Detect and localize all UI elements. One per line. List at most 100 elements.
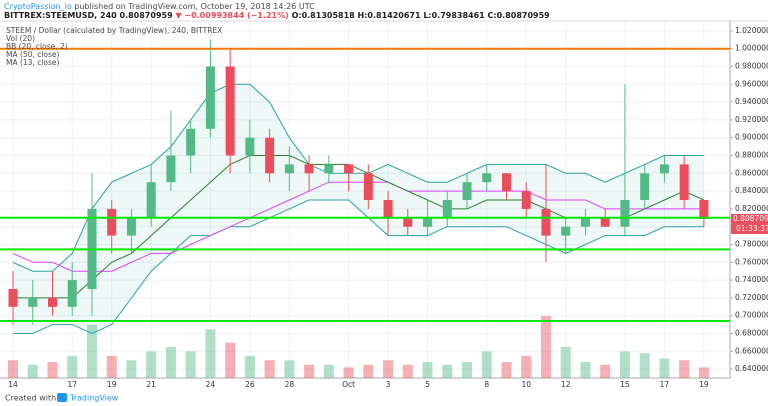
volume-bar	[639, 353, 650, 378]
volume-bar	[47, 362, 58, 378]
volume-bar	[422, 362, 433, 378]
volume-bar	[86, 324, 97, 378]
volume-bar	[304, 364, 315, 378]
y-tick-label: 0.78000000	[735, 240, 768, 249]
author[interactable]: CryptoPassion_io	[4, 2, 72, 11]
y-tick-label: 0.96000000	[735, 79, 768, 88]
candle-body	[8, 289, 18, 307]
candle-body	[580, 217, 590, 227]
candle-body	[225, 66, 235, 156]
volume-bar	[8, 360, 18, 378]
x-tick-label: 28	[285, 380, 295, 389]
x-tick-label: 19	[699, 380, 709, 389]
volume-bar	[244, 355, 255, 378]
price: 0.80870959	[120, 11, 174, 20]
plot	[0, 39, 730, 378]
volume-bar	[383, 360, 394, 378]
logo	[57, 393, 67, 402]
candle-body	[620, 200, 630, 227]
x-tick-label: 14	[8, 380, 18, 389]
volume-bar	[402, 364, 413, 378]
volume-bar	[225, 342, 236, 378]
candle-body	[383, 200, 393, 218]
candle-body	[284, 164, 294, 174]
x-tick-label: Oct	[342, 380, 355, 389]
published: published on TradingView.com, October 19…	[74, 2, 315, 11]
candle-body	[186, 128, 196, 156]
candle-body	[640, 173, 650, 200]
y-tick-label: 0.82000000	[735, 204, 768, 213]
y-tick-label: 0.72000000	[735, 293, 768, 302]
x-tick-label: 15	[620, 380, 630, 389]
x-tick-label: 17	[67, 380, 77, 389]
candle-body	[363, 173, 373, 200]
y-tick-label: 0.84000000	[735, 186, 768, 195]
volume-bar	[323, 364, 334, 378]
candle-body	[442, 200, 452, 218]
y-tick-label: 0.74000000	[735, 275, 768, 284]
candle-body	[265, 137, 275, 174]
volume-bar	[698, 367, 709, 378]
volume-bar	[521, 355, 532, 378]
y-tick-label: 0.64000000	[735, 364, 768, 373]
volume-bar	[679, 360, 690, 378]
ma-line	[12, 181, 704, 272]
candle-body	[245, 137, 255, 156]
volume-bar	[462, 362, 473, 378]
countdown-badge	[731, 223, 768, 234]
candle-body	[699, 200, 709, 219]
candle-body	[304, 164, 314, 174]
symbol-line: BITTREX:STEEMUSD, 240 0.80870959 ▼ −0.00…	[4, 11, 550, 20]
candle-body	[403, 217, 413, 227]
symbol: BITTREX:STEEMUSD, 240	[4, 11, 117, 20]
countdown-label: 01:33:37	[736, 224, 768, 233]
volume-bar	[659, 358, 670, 378]
footer-created: Created with	[5, 394, 56, 403]
legend-entry: BB (20, close, 2)	[6, 42, 68, 51]
legend-entry: MA (50, close)	[6, 50, 60, 59]
candle-body	[482, 173, 492, 183]
x-tick-label: 10	[521, 380, 531, 389]
volume-bar	[560, 347, 571, 378]
candle-body	[502, 173, 511, 192]
change: ▼ −0.00993844 (−1.21%)	[175, 11, 288, 20]
candle-body	[600, 217, 610, 227]
candle-body	[146, 182, 156, 218]
candle-body	[561, 226, 571, 236]
y-tick-label: 0.68000000	[735, 329, 768, 338]
volume-bar	[363, 364, 374, 378]
x-tick-label: 26	[245, 380, 255, 389]
volume-bar	[600, 364, 611, 378]
volume-bar	[264, 360, 275, 378]
bb-upper	[12, 83, 704, 272]
footer-brand[interactable]: TradingView	[69, 394, 119, 403]
x-tick-label: 24	[206, 380, 216, 389]
volume-bar	[619, 351, 630, 378]
x-tick-label: 8	[484, 380, 489, 389]
candle-body	[166, 155, 176, 183]
volume-bar	[442, 364, 453, 378]
y-tick-label: 1.02000000	[735, 26, 768, 35]
x-tick-label: 3	[386, 380, 391, 389]
volume-bar	[185, 351, 196, 378]
legend-entry: STEEM / Dollar (calculated by TradingVie…	[6, 26, 222, 35]
y-tick-label: 0.66000000	[735, 346, 768, 355]
legend: STEEM / Dollar (calculated by TradingVie…	[6, 26, 222, 67]
volume-bar	[501, 362, 512, 378]
y-tick-label: 0.90000000	[735, 133, 768, 142]
candle-body	[344, 164, 354, 174]
y-tick-label: 1.00000000	[735, 44, 768, 53]
legend-entry: MA (13, close)	[6, 58, 60, 67]
volume-bar	[540, 316, 551, 378]
y-tick-label: 0.92000000	[735, 115, 768, 124]
price-badge-label: 0.80870959	[733, 214, 768, 223]
legend-entry: Vol (20)	[6, 34, 35, 43]
volume-bar	[67, 355, 78, 378]
x-tick-label: 12	[561, 380, 571, 389]
ohlc: O:0.81305818 H:0.81420671 L:0.79838461 C…	[292, 11, 551, 20]
candle-body	[324, 164, 334, 174]
volume-bar	[481, 351, 492, 378]
candle-body	[107, 208, 117, 236]
volume-bar	[343, 367, 354, 378]
